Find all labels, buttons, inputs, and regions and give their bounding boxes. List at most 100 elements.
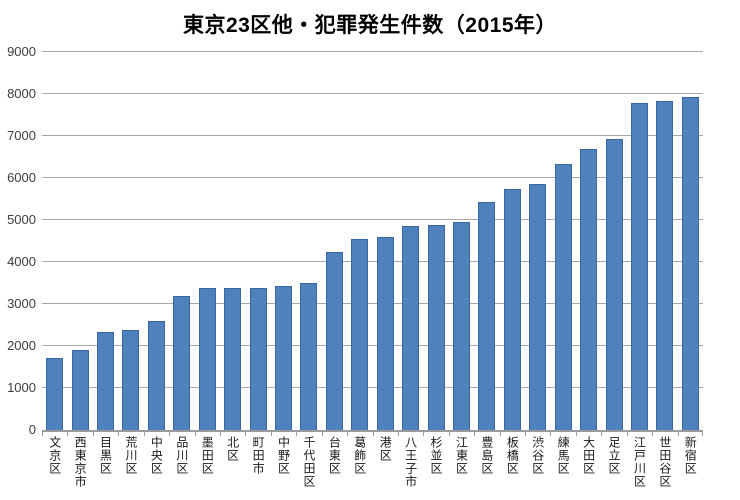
- y-tick-label-4000: 4000: [7, 254, 36, 269]
- x-axis-label-北区: 北区: [225, 436, 240, 462]
- x-axis-label-八王子市: 八王子市: [403, 436, 418, 488]
- x-axis-label-西東京市: 西東京市: [73, 436, 88, 488]
- bar-渋谷区: [529, 183, 547, 430]
- bar-町田市: [249, 287, 267, 430]
- x-axis-label-千代田区: 千代田区: [301, 436, 316, 488]
- gridline-4000: [42, 261, 703, 262]
- x-axis-tick: [372, 432, 374, 436]
- bar-品川区: [173, 296, 191, 430]
- x-axis-tick: [245, 432, 247, 436]
- x-axis-tick: [601, 432, 603, 436]
- x-axis-label-中央区: 中央区: [149, 436, 164, 475]
- x-axis-tick: [626, 432, 628, 436]
- y-tick-label-3000: 3000: [7, 296, 36, 311]
- bar-墨田区: [198, 288, 216, 430]
- x-axis-tick: [448, 432, 450, 436]
- x-axis-tick: [118, 432, 120, 436]
- x-axis-tick: [499, 432, 501, 436]
- bar-千代田区: [300, 283, 318, 430]
- gridline-3000: [42, 303, 703, 304]
- x-axis-label-江東区: 江東区: [454, 436, 469, 475]
- x-axis-tick: [525, 432, 527, 436]
- y-tick-label-2000: 2000: [7, 338, 36, 353]
- x-axis-tick: [270, 432, 272, 436]
- x-axis-label-豊島区: 豊島区: [479, 436, 494, 475]
- x-axis-label-品川区: 品川区: [174, 436, 189, 475]
- bar-文京区: [46, 357, 64, 430]
- x-axis-tick: [92, 432, 94, 436]
- bar-中野区: [275, 285, 293, 430]
- x-axis-label-墨田区: 墨田区: [200, 436, 215, 475]
- gridline-2000: [42, 345, 703, 346]
- bar-大田区: [580, 149, 598, 430]
- x-axis-tick: [474, 432, 476, 436]
- bar-西東京市: [71, 350, 89, 430]
- x-axis-tick: [143, 432, 145, 436]
- gridline-6000: [42, 177, 703, 178]
- x-axis-label-台東区: 台東区: [327, 436, 342, 475]
- x-axis-tick: [321, 432, 323, 436]
- x-axis-label-杉並区: 杉並区: [429, 436, 444, 475]
- x-axis-label-荒川区: 荒川区: [123, 436, 138, 475]
- x-axis-tick: [423, 432, 425, 436]
- x-axis-tick: [550, 432, 552, 436]
- bar-杉並区: [427, 225, 445, 430]
- y-tick-label-9000: 9000: [7, 44, 36, 59]
- x-axis-label-文京区: 文京区: [47, 436, 62, 475]
- x-axis-label-新宿区: 新宿区: [683, 436, 698, 475]
- x-axis-category-ticks: [42, 432, 703, 437]
- plot-area: [42, 51, 703, 432]
- x-axis-tick: [169, 432, 171, 436]
- x-axis-tick: [67, 432, 69, 436]
- bar-目黒区: [97, 332, 115, 430]
- x-axis-labels: 文京区 西東京市 目黒区 荒川区 中央区 品川区 墨田区 北区 町田市 中野区 千代田区 台東区 葛飾区…: [42, 436, 703, 500]
- bar-新宿区: [681, 97, 699, 430]
- gridline-5000: [42, 219, 703, 220]
- bar-豊島区: [478, 201, 496, 430]
- bar-世田谷区: [656, 100, 674, 430]
- gridline-1000: [42, 387, 703, 388]
- x-axis-label-町田市: 町田市: [251, 436, 266, 475]
- bar-八王子市: [402, 225, 420, 430]
- x-axis-label-練馬区: 練馬区: [556, 436, 571, 475]
- y-tick-label-0: 0: [28, 422, 36, 437]
- gridline-9000: [42, 51, 703, 52]
- y-axis: 0 1000 2000 3000 4000 5000 6000 7000 8000 9000: [0, 44, 36, 437]
- y-tick-label-8000: 8000: [7, 86, 36, 101]
- x-axis-tick: [194, 432, 196, 436]
- x-axis-label-大田区: 大田区: [581, 436, 596, 475]
- chart-title: 東京23区他・犯罪発生件数（2015年）: [182, 14, 558, 37]
- x-axis-tick: [677, 432, 679, 436]
- x-axis-label-目黒区: 目黒区: [98, 436, 113, 475]
- x-axis-tick: [702, 432, 703, 436]
- x-axis-label-足立区: 足立区: [607, 436, 622, 475]
- y-tick-label-1000: 1000: [7, 380, 36, 395]
- bar-港区: [376, 237, 394, 430]
- x-axis-label-港区: 港区: [378, 436, 393, 462]
- x-axis-label-世田谷区: 世田谷区: [657, 436, 672, 488]
- bar-北区: [224, 288, 242, 430]
- y-tick-label-7000: 7000: [7, 128, 36, 143]
- x-axis-tick: [219, 432, 221, 436]
- x-axis-tick: [397, 432, 399, 436]
- x-axis-tick: [42, 432, 43, 436]
- bar-練馬区: [554, 163, 572, 430]
- x-axis-tick: [575, 432, 577, 436]
- x-axis-tick: [347, 432, 349, 436]
- x-axis-label-葛飾区: 葛飾区: [352, 436, 367, 475]
- bar-葛飾区: [351, 239, 369, 430]
- y-tick-label-6000: 6000: [7, 170, 36, 185]
- bar-足立区: [605, 139, 623, 430]
- x-axis-tick: [652, 432, 654, 436]
- x-axis-tick: [296, 432, 298, 436]
- y-tick-label-5000: 5000: [7, 212, 36, 227]
- bar-板橋区: [503, 188, 521, 430]
- bar-中央区: [147, 321, 165, 430]
- x-axis-label-江戸川区: 江戸川区: [632, 436, 647, 488]
- gridline-7000: [42, 135, 703, 136]
- bar-江東区: [452, 221, 470, 430]
- bar-荒川区: [122, 330, 140, 430]
- x-axis-label-中野区: 中野区: [276, 436, 291, 475]
- x-axis-label-板橋区: 板橋区: [505, 436, 520, 475]
